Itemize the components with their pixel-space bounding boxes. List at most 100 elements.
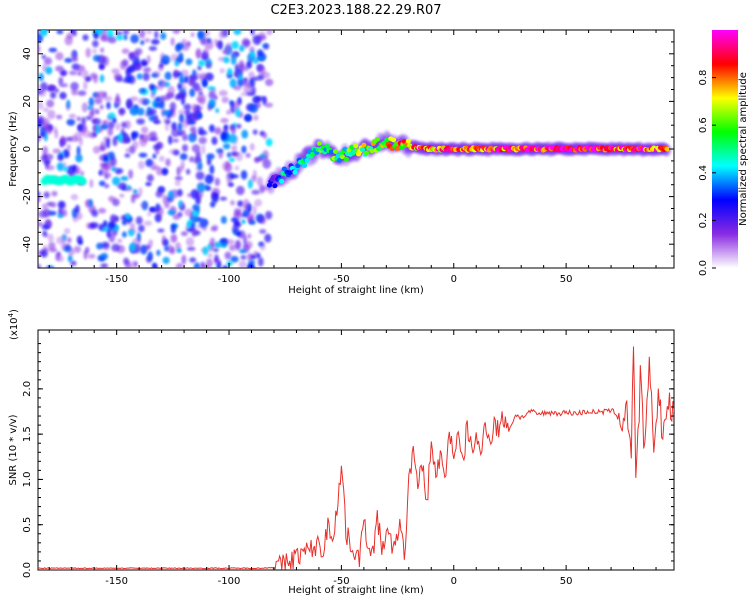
noise-speckle [180,119,190,129]
spectrogram-axes: -150 -100 -50 0 50 40 20 0 -20 -40 [22,29,674,285]
noise-speckle [77,124,83,131]
noise-speckle [140,40,145,46]
noise-speckle [123,257,129,265]
noise-speckle [152,136,159,142]
noise-speckle [113,73,122,81]
noise-speckle [185,58,193,66]
noise-speckle [207,253,213,258]
noise-speckle [231,41,239,50]
noise-speckle [229,78,237,89]
noise-speckle [197,112,203,119]
noise-speckle [64,35,73,46]
noise-speckle [146,30,153,35]
y-tick-label: 1.0 [22,471,33,487]
noise-speckle [45,66,53,75]
noise-speckle [183,75,189,84]
noise-speckle [94,98,103,105]
noise-speckle [125,148,130,153]
noise-speckle [230,56,237,65]
noise-speckle [209,87,217,93]
noise-speckle [89,222,99,229]
noise-speckle [257,257,264,267]
noise-speckle [256,176,264,187]
noise-speckle [115,168,124,174]
noise-speckle [67,255,73,263]
noise-speckle [146,243,153,248]
noise-speckle [238,63,245,73]
noise-speckle [230,125,236,135]
noise-speckle [190,31,195,38]
noise-speckle [257,65,266,76]
spectrogram-panel: -150 -100 -50 0 50 40 20 0 -20 -40 Height of stra… [8,29,675,296]
noise-speckle [133,260,138,267]
noise-speckle [128,169,134,179]
noise-speckle [161,54,171,65]
y-tick-label: -40 [22,236,33,252]
noise-speckle [42,230,48,237]
noise-speckle [202,77,208,88]
noise-speckle [253,114,259,121]
colorbar-ticks: 0.0 0.2 0.4 0.6 0.8 [698,70,716,276]
noise-speckle [111,243,120,252]
noise-speckle [102,227,109,232]
noise-speckle [254,199,263,207]
noise-speckle [236,123,242,129]
noise-speckle [115,122,121,131]
noise-speckle [266,30,273,36]
noise-speckle [99,64,105,70]
noise-speckle [128,64,136,73]
ridge-point [316,141,322,146]
noise-speckle [172,138,180,143]
noise-speckle [107,36,117,44]
noise-speckle [40,155,48,162]
noise-speckle [104,95,113,102]
noise-speckle [38,263,42,268]
noise-speckle [92,124,98,133]
noise-speckle [98,207,107,214]
noise-speckle [82,80,88,91]
noise-speckle [76,211,83,221]
noise-speckle [230,174,239,179]
noise-speckle [38,72,44,82]
noise-speckle [218,30,225,40]
x-tick-label: 0 [451,576,457,587]
noise-speckle [55,52,64,61]
noise-speckle [186,246,196,251]
noise-speckle [214,241,222,248]
noise-speckle [38,191,41,197]
noise-speckle [115,31,123,36]
noise-speckle [190,189,199,200]
noise-speckle [93,92,101,99]
noise-speckle [91,48,98,54]
y-tick-label: -20 [22,188,33,204]
noise-speckle [176,188,183,197]
noise-speckle [256,56,265,61]
noise-speckle [235,242,240,252]
noise-speckle [237,200,244,207]
noise-speckle [138,152,148,158]
noise-speckle [220,131,227,141]
noise-speckle [174,176,183,181]
noise-speckle [225,239,235,245]
noise-speckle [181,144,189,152]
noise-speckle [57,200,66,209]
colorbar-tick-label: 0.4 [698,165,709,181]
noise-speckle [155,190,163,198]
noise-speckle [233,30,242,35]
noise-speckle [43,191,50,199]
noise-speckle [100,35,109,42]
noise-speckle [188,78,196,86]
noise-speckle [178,200,183,208]
noise-speckle [85,77,90,82]
noise-speckle [221,96,229,104]
noise-speckle [189,88,196,97]
noise-speckle [198,59,206,67]
noise-speckle [191,103,198,113]
spectrogram-ylabel: Frequency (Hz) [8,111,19,187]
snr-multiplier-close: ) [9,309,20,313]
noise-speckle [259,242,266,251]
colorbar-tick-label: 0.6 [698,117,709,133]
noise-speckle [158,64,164,72]
noise-speckle [222,49,228,54]
noise-speckle [75,166,81,174]
